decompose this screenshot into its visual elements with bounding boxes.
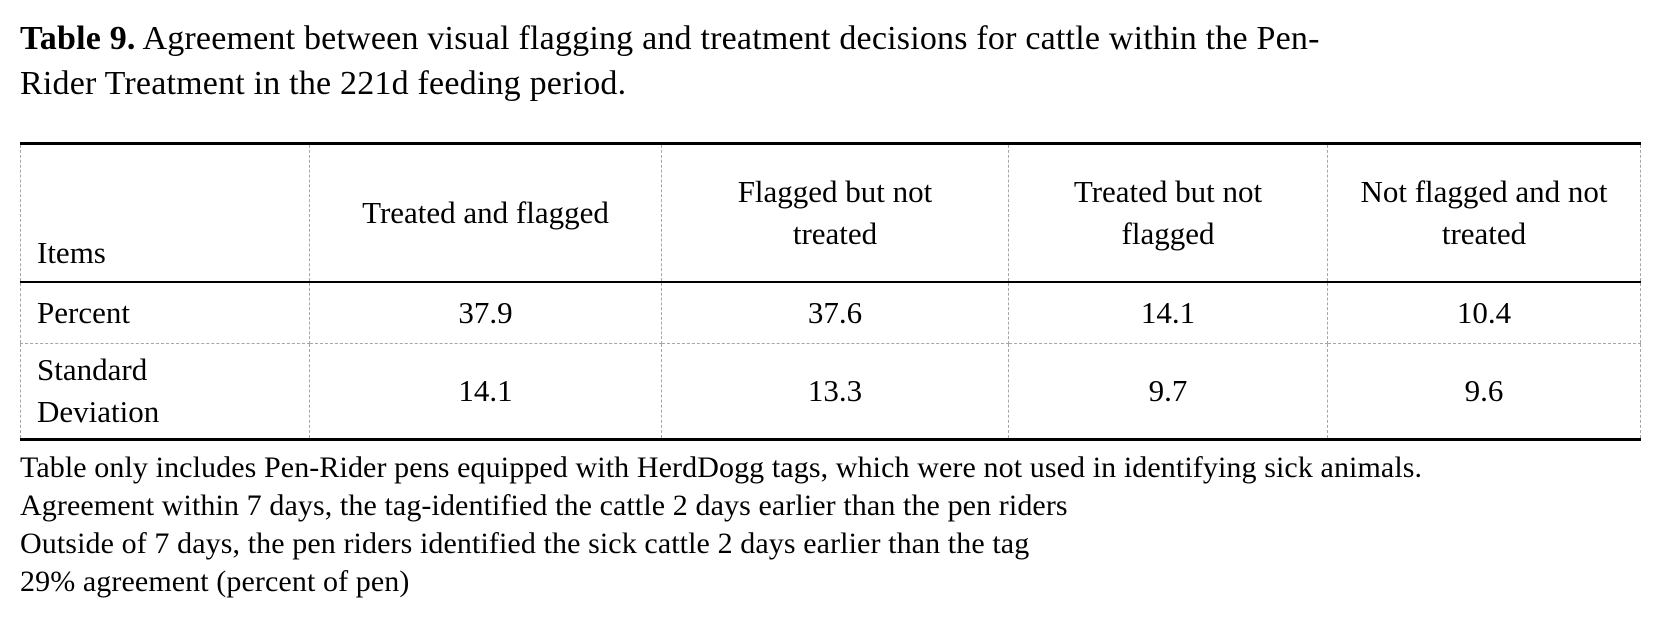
stddev-treated-and-flagged: 14.1 — [309, 343, 662, 440]
table-caption-label: Table 9. — [20, 20, 136, 57]
row-label-standard-deviation: Standard Deviation — [20, 343, 310, 440]
table-row-percent: Percent 37.9 37.6 14.1 10.4 — [20, 281, 1641, 344]
percent-flagged-not-treated: 37.6 — [661, 281, 1009, 344]
column-header-treated-not-flagged: Treated but not flagged — [1008, 143, 1328, 283]
row-label-percent: Percent — [20, 281, 310, 344]
table-header-row: Items Treated and flagged Flagged but no… — [20, 143, 1641, 283]
table-footnotes: Table only includes Pen-Rider pens equip… — [20, 449, 1654, 601]
percent-treated-and-flagged: 37.9 — [309, 281, 662, 344]
table-caption-line2: Rider Treatment in the 221d feeding peri… — [20, 65, 627, 102]
percent-not-flagged-not-treated: 10.4 — [1327, 281, 1641, 344]
document-page: Table 9. Agreement between visual flaggi… — [20, 16, 1654, 601]
table-row-standard-deviation: Standard Deviation 14.1 13.3 9.7 9.6 — [20, 343, 1641, 440]
footnote-line-2: Agreement within 7 days, the tag-identif… — [20, 489, 1068, 522]
stddev-treated-not-flagged: 9.7 — [1008, 343, 1328, 440]
stddev-not-flagged-not-treated: 9.6 — [1464, 373, 1504, 408]
column-header-flagged-not-treated: Flagged but not treated — [661, 143, 1009, 283]
column-header-treated-and-flagged: Treated and flagged — [309, 143, 662, 283]
footnote-line-1: Table only includes Pen-Rider pens equip… — [20, 451, 1423, 484]
stddev-flagged-not-treated: 13.3 — [661, 343, 1009, 440]
table-caption-line1: Agreement between visual flagging and tr… — [142, 20, 1320, 57]
footnote-line-3: Outside of 7 days, the pen riders identi… — [20, 527, 1030, 560]
table-caption: Table 9. Agreement between visual flaggi… — [20, 16, 1654, 106]
percent-treated-not-flagged: 14.1 — [1008, 281, 1328, 344]
agreement-table: Items Treated and flagged Flagged but no… — [20, 142, 1641, 441]
footnote-line-4: 29% agreement (percent of pen) — [20, 565, 410, 598]
column-header-items: Items — [20, 143, 310, 283]
column-header-not-flagged-not-treated: Not flagged and not treated — [1327, 143, 1641, 283]
